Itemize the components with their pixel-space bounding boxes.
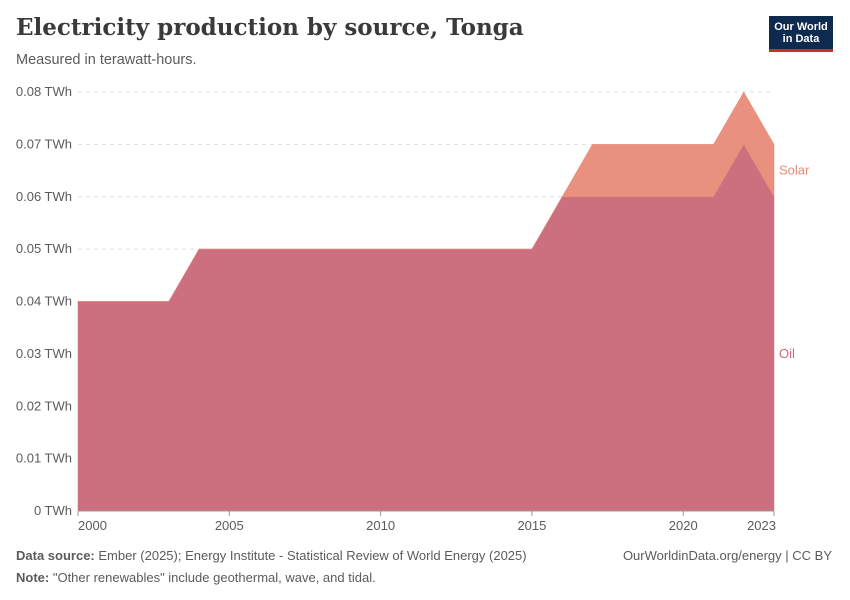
logo-line-2: in Data <box>782 33 820 45</box>
y-tick-label: 0.07 TWh <box>16 136 72 151</box>
chart-title: Electricity production by source, Tonga <box>16 14 524 41</box>
data-source-label: Data source: <box>16 548 95 563</box>
y-tick-label: 0 TWh <box>34 503 72 518</box>
y-tick-label: 0.03 TWh <box>16 346 72 361</box>
owid-logo[interactable]: Our World in Data <box>769 16 833 52</box>
note-label: Note: <box>16 570 50 585</box>
x-tick-label: 2005 <box>215 518 244 533</box>
y-tick-label: 0.06 TWh <box>16 189 72 204</box>
area-solar <box>78 91 775 302</box>
credit-link[interactable]: OurWorldinData.org/energy | CC BY <box>622 548 832 563</box>
area-oil <box>77 143 775 512</box>
x-tick-label: 2015 <box>517 518 546 533</box>
y-tick-label: 0.04 TWh <box>16 294 72 309</box>
series-label-oil: Oil <box>779 346 795 361</box>
y-tick-label: 0.05 TWh <box>16 241 72 256</box>
y-tick-label: 0.01 TWh <box>16 451 72 466</box>
x-tick-label: 2000 <box>78 518 107 533</box>
y-tick-label: 0.08 TWh <box>16 84 72 99</box>
x-tick-label: 2020 <box>669 518 698 533</box>
data-source-text[interactable]: Ember (2025); Energy Institute - Statist… <box>98 548 527 563</box>
chart-note: Note: "Other renewables" include geother… <box>16 570 376 585</box>
data-source: Data source: Ember (2025); Energy Instit… <box>16 548 527 563</box>
x-tick-label: 2023 <box>747 518 776 533</box>
x-tick-label: 2010 <box>366 518 395 533</box>
series-label-solar: Solar <box>779 163 810 178</box>
y-tick-label: 0.02 TWh <box>16 398 72 413</box>
note-text: "Other renewables" include geothermal, w… <box>52 570 376 585</box>
logo-line-1: Our World <box>774 21 828 33</box>
chart-subtitle: Measured in terawatt-hours. <box>16 52 197 68</box>
